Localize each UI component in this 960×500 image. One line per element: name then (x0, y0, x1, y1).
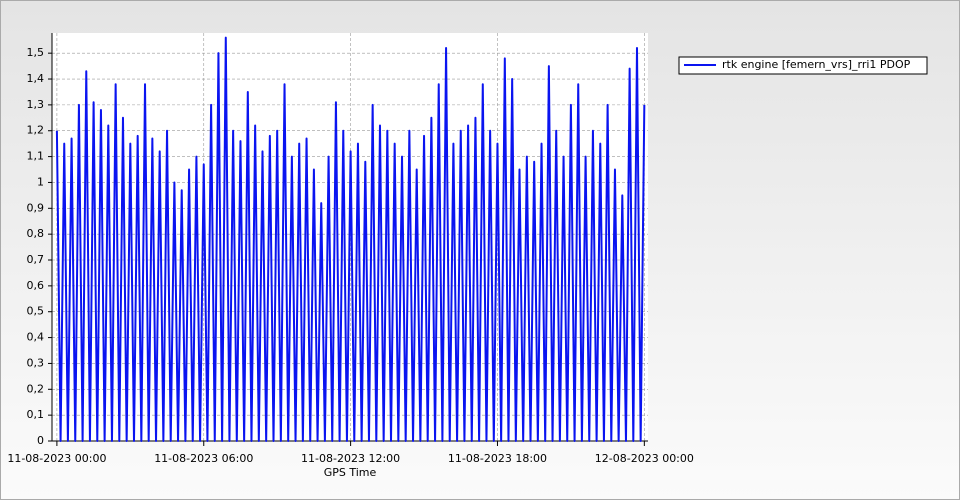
y-tick-label: 0,7 (27, 253, 45, 266)
x-tick-label: 11-08-2023 06:00 (154, 452, 253, 465)
legend-label: rtk engine [femern_vrs]_rri1 PDOP (722, 58, 911, 71)
x-axis-title: GPS Time (324, 466, 377, 479)
data-line (55, 36, 646, 442)
y-tick-label: 1,2 (27, 124, 45, 137)
legend-box (678, 56, 928, 75)
y-tick-label: 0,3 (27, 356, 45, 369)
y-tick-label: 1,1 (27, 150, 45, 163)
y-tick-label: 1,3 (27, 98, 45, 111)
y-tick-label: 1,4 (27, 72, 45, 85)
x-tick-label: 11-08-2023 18:00 (448, 452, 547, 465)
x-tick-label: 11-08-2023 00:00 (7, 452, 106, 465)
x-tick-label: 11-08-2023 12:00 (301, 452, 400, 465)
y-tick-label: 0,2 (27, 382, 45, 395)
y-tick-label: 0,1 (27, 408, 45, 421)
y-tick-label: 0,5 (27, 305, 45, 318)
y-tick-label: 0,9 (27, 201, 45, 214)
y-tick-label: 0,4 (27, 331, 45, 344)
y-tick-label: 1,5 (27, 46, 45, 59)
y-tick-label: 1 (37, 175, 44, 188)
y-tick-label: 0,6 (27, 279, 45, 292)
y-tick-label: 0,8 (27, 227, 45, 240)
y-tick-label: 0 (37, 434, 44, 447)
x-tick-label: 12-08-2023 00:00 (595, 452, 694, 465)
